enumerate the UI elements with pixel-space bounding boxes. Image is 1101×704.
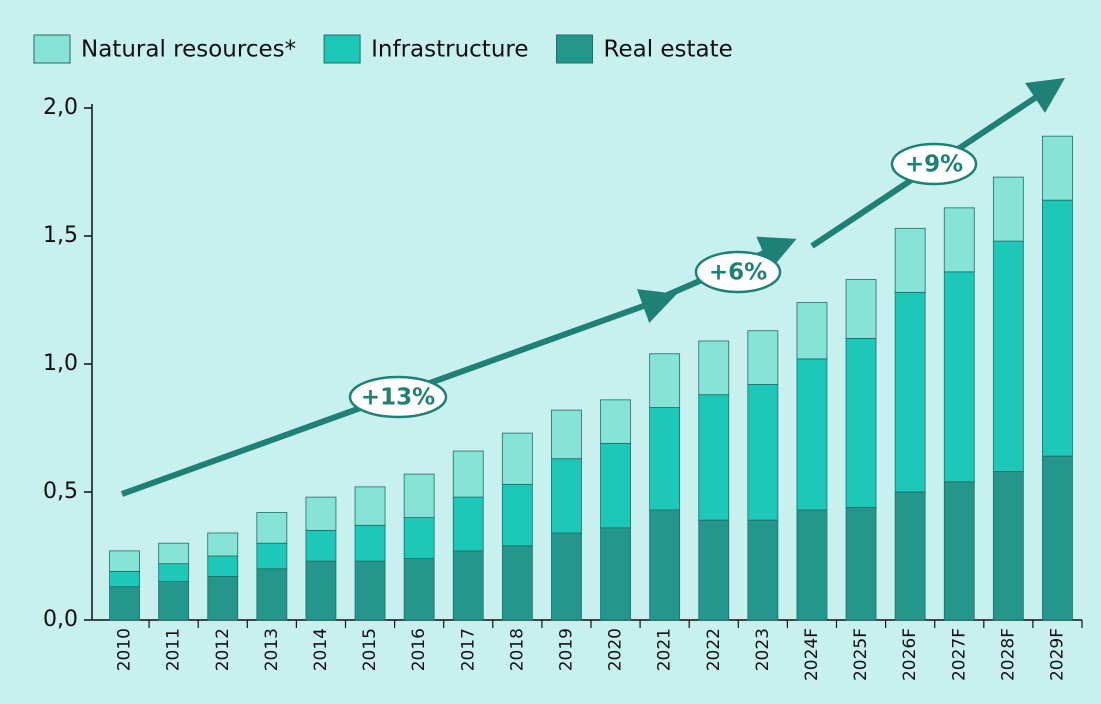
x-tick-label: 2018: [507, 628, 527, 671]
bar-segment: [109, 570, 140, 588]
x-tick-label: 2028F: [998, 628, 1018, 681]
x-tick-label: 2012: [213, 628, 233, 671]
x-tick-label: 2026F: [900, 628, 920, 681]
bar-segment: [207, 555, 239, 577]
legend-swatch: [33, 34, 71, 64]
bar-segment: [158, 581, 190, 621]
bar-segment: [158, 542, 190, 565]
bar-segment: [501, 432, 533, 485]
x-tick-label: 2013: [262, 628, 282, 671]
bar-segment: [403, 473, 435, 518]
bar-segment: [796, 509, 828, 621]
bar-segment: [452, 496, 484, 552]
bar-segment: [649, 407, 681, 511]
x-tick-label: 2019: [556, 628, 576, 671]
bar-segment: [354, 560, 386, 621]
annotation: +13%: [361, 385, 435, 411]
bar-segment: [207, 576, 239, 621]
x-tick-label: 2010: [115, 628, 135, 671]
x-tick-label: 2023: [753, 628, 773, 671]
y-tick-label: 0,5: [43, 479, 78, 504]
x-tick-label: 2017: [458, 628, 478, 671]
x-tick-label: 2014: [311, 628, 331, 671]
y-tick-label: 2,0: [43, 95, 78, 120]
bar-segment: [649, 509, 681, 621]
x-tick-label: 2022: [704, 628, 724, 671]
bar-segment: [894, 227, 926, 293]
bar-segment: [256, 542, 288, 570]
bar-segment: [894, 291, 926, 493]
legend-swatch: [323, 34, 361, 64]
legend-label: Real estate: [604, 37, 733, 63]
bar-segment: [845, 337, 877, 508]
bar-segment: [992, 240, 1024, 472]
bar-segment: [1042, 199, 1073, 457]
bar-segment: [894, 491, 926, 621]
x-tick-label: 2027F: [949, 628, 969, 681]
bar-segment: [698, 519, 730, 621]
bar-segment: [845, 506, 877, 621]
bar-segment: [256, 568, 288, 621]
bar-segment: [845, 279, 877, 339]
bar-segment: [354, 486, 386, 526]
bar-segment: [698, 340, 730, 396]
bar-segment: [747, 330, 779, 385]
bar-segment: [452, 450, 484, 498]
bar-segment: [109, 586, 140, 621]
bar-segment: [600, 442, 631, 529]
x-tick-label: 2011: [164, 628, 184, 671]
bar-segment: [403, 558, 435, 621]
bar-segment: [551, 409, 582, 460]
x-tick-label: 2025F: [851, 628, 871, 681]
bar-segment: [747, 519, 779, 621]
y-tick-label: 0,0: [43, 607, 78, 632]
annotation-bubbles: [348, 142, 978, 419]
annotation: +9%: [905, 152, 963, 178]
x-tick-label: 2016: [409, 628, 429, 671]
bar-segment: [649, 353, 681, 408]
bar-segment: [796, 302, 828, 360]
bar-segment: [943, 207, 975, 273]
bar-segment: [501, 545, 533, 621]
x-tick-label: 2020: [606, 628, 626, 671]
bar-segment: [600, 527, 631, 621]
bar-segment: [305, 496, 337, 531]
bar-segment: [992, 176, 1024, 242]
bar-segment: [501, 483, 533, 547]
bar-segment: [992, 471, 1024, 621]
y-tick-label: 1,0: [43, 351, 78, 376]
bar-segment: [305, 560, 337, 621]
legend-label: Natural resources*: [81, 37, 296, 63]
bar-segment: [943, 481, 975, 621]
bar-segment: [1042, 455, 1073, 621]
bar-segment: [747, 384, 779, 521]
bar-segment: [551, 458, 582, 534]
bar-segment: [600, 399, 631, 444]
bar-segment: [452, 550, 484, 621]
annotation: +6%: [709, 260, 767, 286]
bar-segment: [403, 517, 435, 559]
x-tick-label: 2021: [655, 628, 675, 671]
x-tick-label: 2024F: [802, 628, 822, 681]
bar-segment: [158, 563, 190, 582]
bar-segment: [256, 512, 288, 544]
legend-swatch: [556, 34, 593, 64]
bar-segment: [1042, 135, 1073, 201]
legend-label: Infrastructure: [371, 37, 528, 63]
bar-segment: [354, 524, 386, 562]
x-tick-label: 2015: [360, 628, 380, 671]
bar-segment: [943, 271, 975, 483]
bar-segment: [207, 532, 239, 557]
bar-segment: [698, 394, 730, 521]
bar-segment: [109, 550, 140, 572]
y-tick-label: 1,5: [43, 223, 78, 248]
x-tick-label: 2029F: [1047, 628, 1067, 681]
bar-segment: [796, 358, 828, 511]
bar-segment: [551, 532, 582, 621]
bar-segment: [305, 530, 337, 562]
